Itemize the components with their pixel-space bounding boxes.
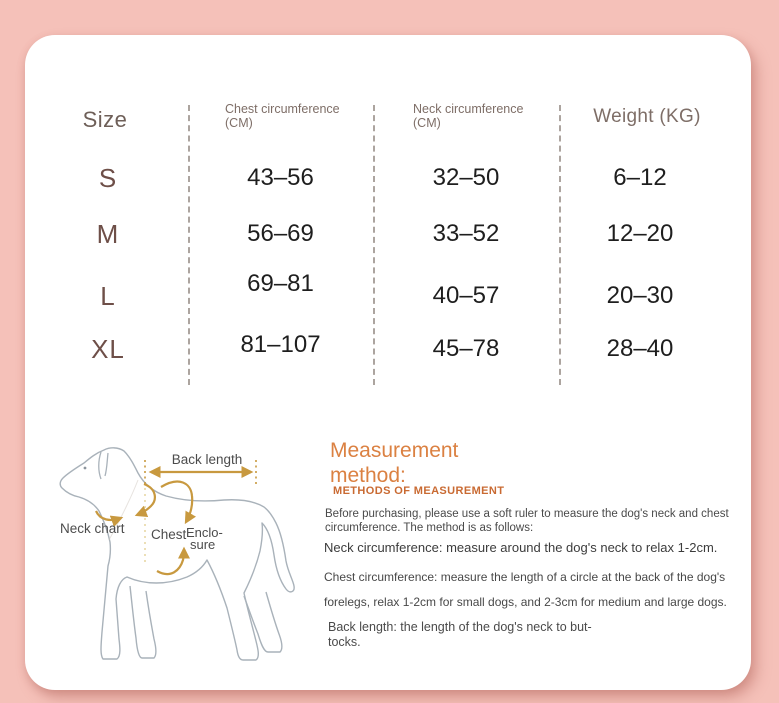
back-length-instruction-line2: tocks. [328, 635, 361, 649]
chest-value: 43–56 [247, 164, 314, 191]
size-chart-card: Size Chest circumference (CM) Neck circu… [25, 35, 751, 690]
dog-far-front-leg [129, 585, 157, 659]
column-header-weight: Weight (KG) [593, 106, 701, 127]
dog-far-rear-leg [243, 591, 283, 653]
column-header-neck-line2: (CM) [413, 115, 441, 130]
back-length-instruction: Back length: the length of the dog's nec… [328, 620, 592, 650]
back-length-instruction-line1: Back length: the length of the dog's nec… [328, 620, 592, 634]
chest-label: Chest [151, 527, 187, 542]
measurement-method-title-line2: method: [330, 464, 406, 487]
intro-paragraph: Before purchasing, please use a soft rul… [325, 508, 729, 535]
neck-chart-label: Neck chart [60, 521, 125, 536]
neck-measure-arrow-upper [134, 482, 156, 518]
neck-instruction: Neck circumference: measure around the d… [324, 540, 718, 555]
size-label: S [98, 163, 118, 193]
size-label: M [96, 219, 120, 249]
intro-line2: circumference. The method is as follows: [325, 521, 534, 534]
column-header-chest-line2: (CM) [225, 115, 253, 130]
weight-value: 28–40 [606, 335, 674, 362]
dog-eye-icon [83, 466, 87, 470]
chest-value: 56–69 [247, 220, 314, 247]
chest-measure-arrow-lower [156, 546, 191, 576]
column-divider [559, 105, 561, 385]
column-header-neck: Neck circumference (CM) [413, 102, 543, 130]
methods-of-measurement-subtitle: METHODS OF MEASUREMENT [333, 485, 505, 497]
neck-value: 32–50 [432, 164, 500, 191]
neck-value: 33–52 [432, 220, 500, 247]
chest-value: 81–107 [240, 331, 321, 358]
dog-outline-drawing [59, 447, 295, 661]
dog-ear-lines [98, 451, 109, 480]
chest-instruction-line1: Chest circumference: measure the length … [324, 570, 726, 584]
size-label: L [100, 281, 116, 311]
column-header-size: Size [82, 107, 128, 132]
back-length-label: Back length [172, 452, 243, 467]
dog-chest-sketch-line [108, 479, 139, 541]
measurement-method-title-line1: Measurement [330, 439, 459, 462]
weight-value: 6–12 [613, 164, 667, 191]
weight-value: 12–20 [606, 220, 674, 247]
size-label: XL [91, 334, 125, 364]
chest-instruction-line2: forelegs, relax 1-2cm for small dogs, an… [324, 595, 727, 609]
enclosure-label-line1: Enclo- [186, 525, 223, 540]
neck-value: 40–57 [432, 282, 500, 309]
dog-measurement-diagram: Back length Neck chart Chest Enclo- sure [59, 447, 295, 661]
column-header-chest: Chest circumference (CM) [225, 102, 355, 130]
enclosure-label-line2: sure [190, 537, 215, 552]
column-divider [373, 105, 375, 385]
weight-value: 20–30 [606, 282, 674, 309]
column-header-chest-line1: Chest circumference [225, 102, 340, 116]
measurement-method-title: Measurement method: [330, 438, 458, 488]
column-header-neck-line1: Neck circumference [413, 102, 524, 116]
neck-value: 45–78 [432, 335, 500, 362]
chest-value: 69–81 [247, 270, 314, 297]
column-divider [188, 105, 190, 385]
intro-line1: Before purchasing, please use a soft rul… [325, 508, 729, 520]
neck-measure-arrow-lower [94, 510, 124, 527]
chest-measure-arrow-upper [160, 480, 197, 525]
